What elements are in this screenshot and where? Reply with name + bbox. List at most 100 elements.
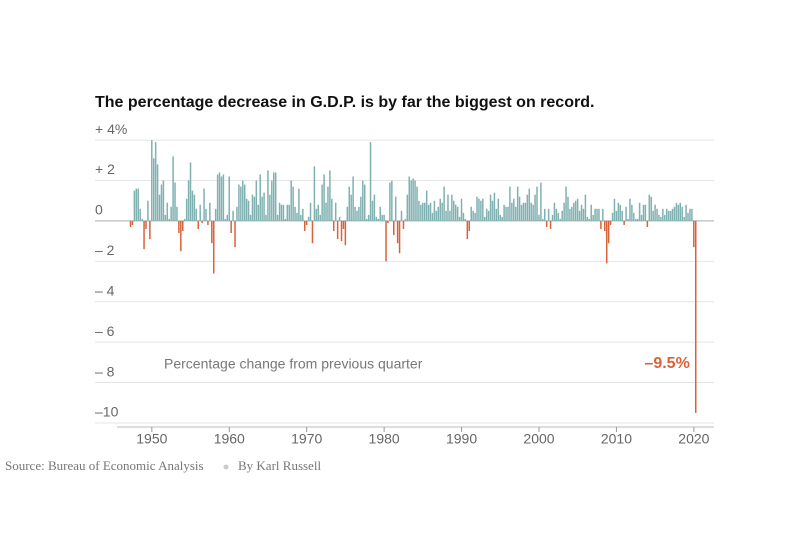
bar bbox=[499, 214, 501, 221]
bar bbox=[375, 216, 378, 221]
bar bbox=[350, 194, 352, 221]
bar bbox=[400, 210, 403, 221]
bar bbox=[336, 220, 339, 240]
bar bbox=[691, 208, 693, 221]
bar bbox=[356, 210, 358, 221]
bar bbox=[228, 176, 230, 221]
bar bbox=[456, 206, 459, 221]
bar bbox=[677, 204, 680, 221]
bar bbox=[402, 220, 405, 230]
bar bbox=[394, 196, 397, 221]
bar bbox=[290, 180, 292, 221]
bar bbox=[489, 194, 492, 221]
bar bbox=[226, 214, 229, 221]
bar bbox=[470, 206, 472, 221]
bar bbox=[466, 220, 469, 240]
bar bbox=[607, 220, 610, 244]
bar bbox=[189, 162, 192, 221]
bar bbox=[484, 216, 486, 221]
bar bbox=[209, 202, 211, 221]
bar bbox=[334, 202, 337, 221]
bar bbox=[327, 186, 329, 221]
bar bbox=[578, 210, 581, 221]
bar bbox=[282, 204, 285, 221]
bar bbox=[598, 208, 600, 221]
bar bbox=[611, 212, 614, 221]
bar bbox=[383, 214, 385, 221]
bar bbox=[615, 210, 618, 221]
bar bbox=[205, 208, 207, 221]
x-tick-label: 2010 bbox=[601, 431, 632, 447]
bar bbox=[458, 216, 461, 221]
bar bbox=[381, 214, 383, 221]
bar bbox=[689, 208, 691, 221]
bar bbox=[623, 220, 625, 225]
bar bbox=[654, 204, 656, 221]
bar bbox=[379, 206, 381, 221]
bar bbox=[145, 220, 147, 230]
bar bbox=[520, 204, 523, 221]
bar bbox=[377, 218, 380, 221]
bar bbox=[462, 212, 465, 221]
bar bbox=[212, 220, 215, 274]
bar bbox=[317, 204, 320, 221]
bar bbox=[671, 208, 674, 221]
bar bbox=[454, 204, 457, 221]
bar bbox=[137, 188, 139, 221]
bar bbox=[427, 204, 430, 221]
bar bbox=[600, 220, 602, 230]
bar bbox=[617, 202, 620, 221]
bar bbox=[298, 188, 300, 221]
bar bbox=[315, 208, 318, 221]
bar bbox=[497, 198, 500, 221]
bar bbox=[216, 174, 219, 221]
bar bbox=[232, 210, 234, 221]
bar bbox=[245, 198, 248, 221]
bar bbox=[493, 192, 496, 221]
bar bbox=[669, 210, 672, 221]
bar bbox=[195, 208, 198, 221]
bar bbox=[625, 206, 627, 221]
bar bbox=[340, 220, 343, 242]
bar bbox=[420, 204, 422, 221]
x-tick-label: 1960 bbox=[214, 431, 245, 447]
bar bbox=[183, 218, 186, 221]
bar bbox=[201, 220, 203, 223]
bar bbox=[263, 192, 265, 221]
bar bbox=[553, 202, 556, 221]
bar bbox=[439, 198, 441, 221]
bar bbox=[133, 190, 136, 221]
bar bbox=[363, 184, 366, 221]
bar bbox=[588, 218, 591, 221]
bar bbox=[482, 198, 484, 221]
bar bbox=[514, 206, 517, 221]
bar bbox=[559, 218, 561, 221]
bar bbox=[619, 204, 622, 221]
bar bbox=[257, 204, 260, 221]
bar bbox=[369, 142, 372, 221]
bar bbox=[631, 204, 633, 221]
bar bbox=[594, 208, 596, 221]
bar bbox=[545, 220, 548, 227]
bar bbox=[695, 220, 697, 413]
bar bbox=[269, 194, 271, 221]
bar bbox=[441, 202, 443, 221]
bar bbox=[425, 190, 428, 221]
bar bbox=[139, 208, 141, 221]
bar bbox=[414, 180, 416, 221]
bar bbox=[507, 206, 509, 221]
bar bbox=[271, 180, 273, 221]
bar bbox=[408, 176, 411, 221]
bar bbox=[433, 200, 436, 221]
y-tick-label: – 4 bbox=[95, 282, 115, 298]
y-tick-label: – 2 bbox=[95, 242, 115, 258]
bar bbox=[453, 200, 455, 221]
bar bbox=[634, 218, 637, 221]
bar bbox=[569, 208, 571, 221]
bar bbox=[679, 202, 682, 221]
bar bbox=[292, 186, 294, 221]
bar bbox=[516, 186, 519, 221]
bar bbox=[362, 180, 364, 221]
bar bbox=[667, 210, 670, 221]
